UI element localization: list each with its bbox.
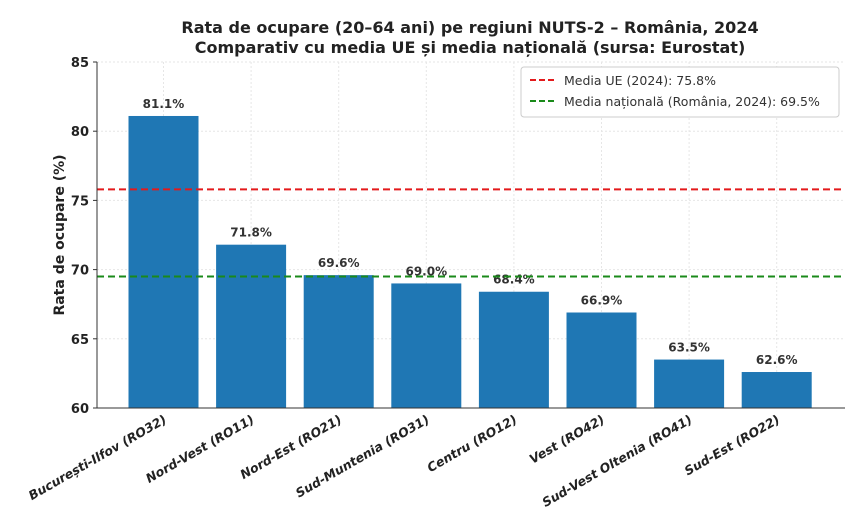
y-tick-label: 75 bbox=[71, 194, 89, 209]
data-label: 69.0% bbox=[405, 264, 447, 278]
y-tick-label: 85 bbox=[71, 56, 89, 71]
legend-entry: Media națională (România, 2024): 69.5% bbox=[564, 94, 820, 109]
chart-subtitle: Comparativ cu media UE și media național… bbox=[195, 38, 746, 57]
x-tick-label: Centru (RO12) bbox=[424, 412, 519, 475]
x-tick-label: București-Ilfov (RO32) bbox=[26, 412, 169, 503]
data-label: 69.6% bbox=[318, 256, 360, 270]
y-axis-label: Rata de ocupare (%) bbox=[52, 154, 68, 315]
data-label: 81.1% bbox=[143, 97, 185, 111]
bar bbox=[303, 275, 374, 408]
x-tick-label: Vest (RO42) bbox=[527, 412, 607, 467]
bar bbox=[566, 312, 637, 408]
bar bbox=[216, 244, 287, 408]
data-label: 66.9% bbox=[581, 294, 623, 308]
chart-title: Rata de ocupare (20–64 ani) pe regiuni N… bbox=[181, 18, 758, 37]
legend: Media UE (2024): 75.8% Media națională (R… bbox=[520, 66, 840, 118]
x-tick-label: Sud-Vest Oltenia (RO41) bbox=[539, 412, 694, 510]
data-label: 63.5% bbox=[668, 341, 710, 355]
bar bbox=[654, 359, 725, 408]
bar bbox=[391, 283, 462, 408]
bar bbox=[128, 115, 199, 408]
x-tick-label: Sud-Est (RO22) bbox=[682, 412, 783, 479]
legend-box bbox=[520, 66, 840, 118]
bar bbox=[478, 291, 549, 408]
y-tick-label: 65 bbox=[71, 333, 89, 348]
y-tick-label: 80 bbox=[71, 125, 89, 140]
y-tick-label: 70 bbox=[71, 264, 89, 279]
legend-entry: Media UE (2024): 75.8% bbox=[564, 73, 716, 88]
data-label: 62.6% bbox=[756, 353, 798, 367]
data-label: 71.8% bbox=[230, 226, 272, 240]
data-label: 68.4% bbox=[493, 273, 535, 287]
bar bbox=[741, 372, 812, 408]
y-tick-label: 60 bbox=[71, 402, 89, 417]
